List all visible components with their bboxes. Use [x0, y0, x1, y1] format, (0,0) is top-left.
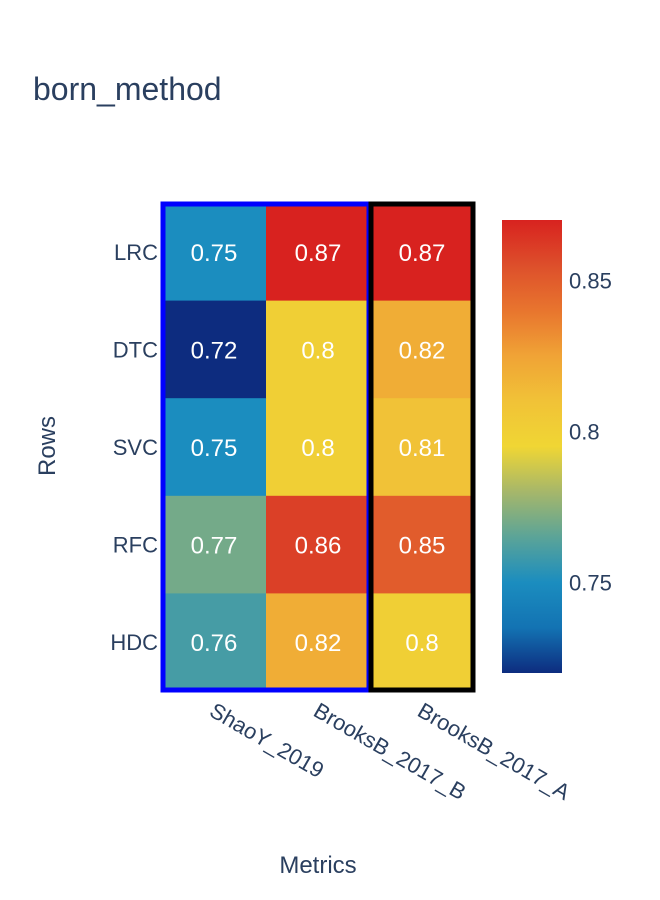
y-tick-label: DTC — [113, 337, 158, 362]
y-tick-label: SVC — [113, 435, 158, 460]
y-tick-label: LRC — [114, 240, 158, 265]
y-axis-title: Rows — [34, 416, 61, 476]
colorbar-gradient-bar — [502, 220, 562, 673]
heatmap-cell-label: 0.8 — [405, 630, 438, 657]
heatmap-cell — [266, 495, 371, 594]
heatmap-cell-labels: 0.75 0.87 0.87 0.72 0.8 0.82 0.75 0.8 0.81 0.77 0.… — [191, 240, 446, 657]
heatmap-cell-label: 0.87 — [295, 240, 342, 267]
x-axis-title: Metrics — [279, 852, 356, 879]
heatmap-cell — [266, 398, 371, 497]
heatmap-cell-label: 0.75 — [191, 435, 238, 462]
heatmap-cell — [162, 593, 267, 692]
heatmap-cell — [370, 398, 475, 497]
heatmap-cell-label: 0.8 — [301, 435, 334, 462]
heatmap-cell — [370, 203, 475, 302]
heatmap-cell — [370, 593, 475, 692]
heatmap-cell — [370, 300, 475, 399]
heatmap-cell-label: 0.8 — [301, 337, 334, 364]
heatmap-cell — [162, 300, 267, 399]
colorbar-tick-label: 0.85 — [569, 268, 612, 293]
heatmap-cell-label: 0.82 — [399, 337, 446, 364]
heatmap-cell-label: 0.76 — [191, 630, 238, 657]
y-tick-label: RFC — [113, 533, 158, 558]
heatmap-cell-label: 0.72 — [191, 337, 238, 364]
heatmap-cell — [266, 203, 371, 302]
chart-title: born_method — [33, 71, 222, 107]
heatmap-cell-label: 0.81 — [399, 435, 446, 462]
heatmap-cells — [162, 203, 475, 692]
y-axis-ticks: LRC DTC SVC RFC HDC — [110, 240, 158, 655]
heatmap-cell — [370, 495, 475, 594]
heatmap-cell — [266, 300, 371, 399]
heatmap-cell-label: 0.77 — [191, 533, 238, 560]
heatmap-cell — [266, 593, 371, 692]
heatmap-cell — [162, 203, 267, 302]
heatmap-cell-label: 0.87 — [399, 240, 446, 267]
highlight-boxes — [160, 201, 476, 693]
heatmap-cell-label: 0.75 — [191, 240, 238, 267]
y-tick-label: HDC — [110, 630, 158, 655]
heatmap-cell-label: 0.86 — [295, 533, 342, 560]
x-tick-label: ShaoY_2019 — [206, 698, 329, 783]
heatmap-cell-label: 0.85 — [399, 533, 446, 560]
colorbar: 0.75 0.8 0.85 — [502, 220, 612, 673]
colorbar-tick-label: 0.75 — [569, 570, 612, 595]
colorbar-tick-label: 0.8 — [569, 419, 600, 444]
heatmap-cell — [162, 495, 267, 594]
heatmap-cell — [162, 398, 267, 497]
highlight-box — [368, 201, 476, 693]
heatmap-cell-label: 0.82 — [295, 630, 342, 657]
